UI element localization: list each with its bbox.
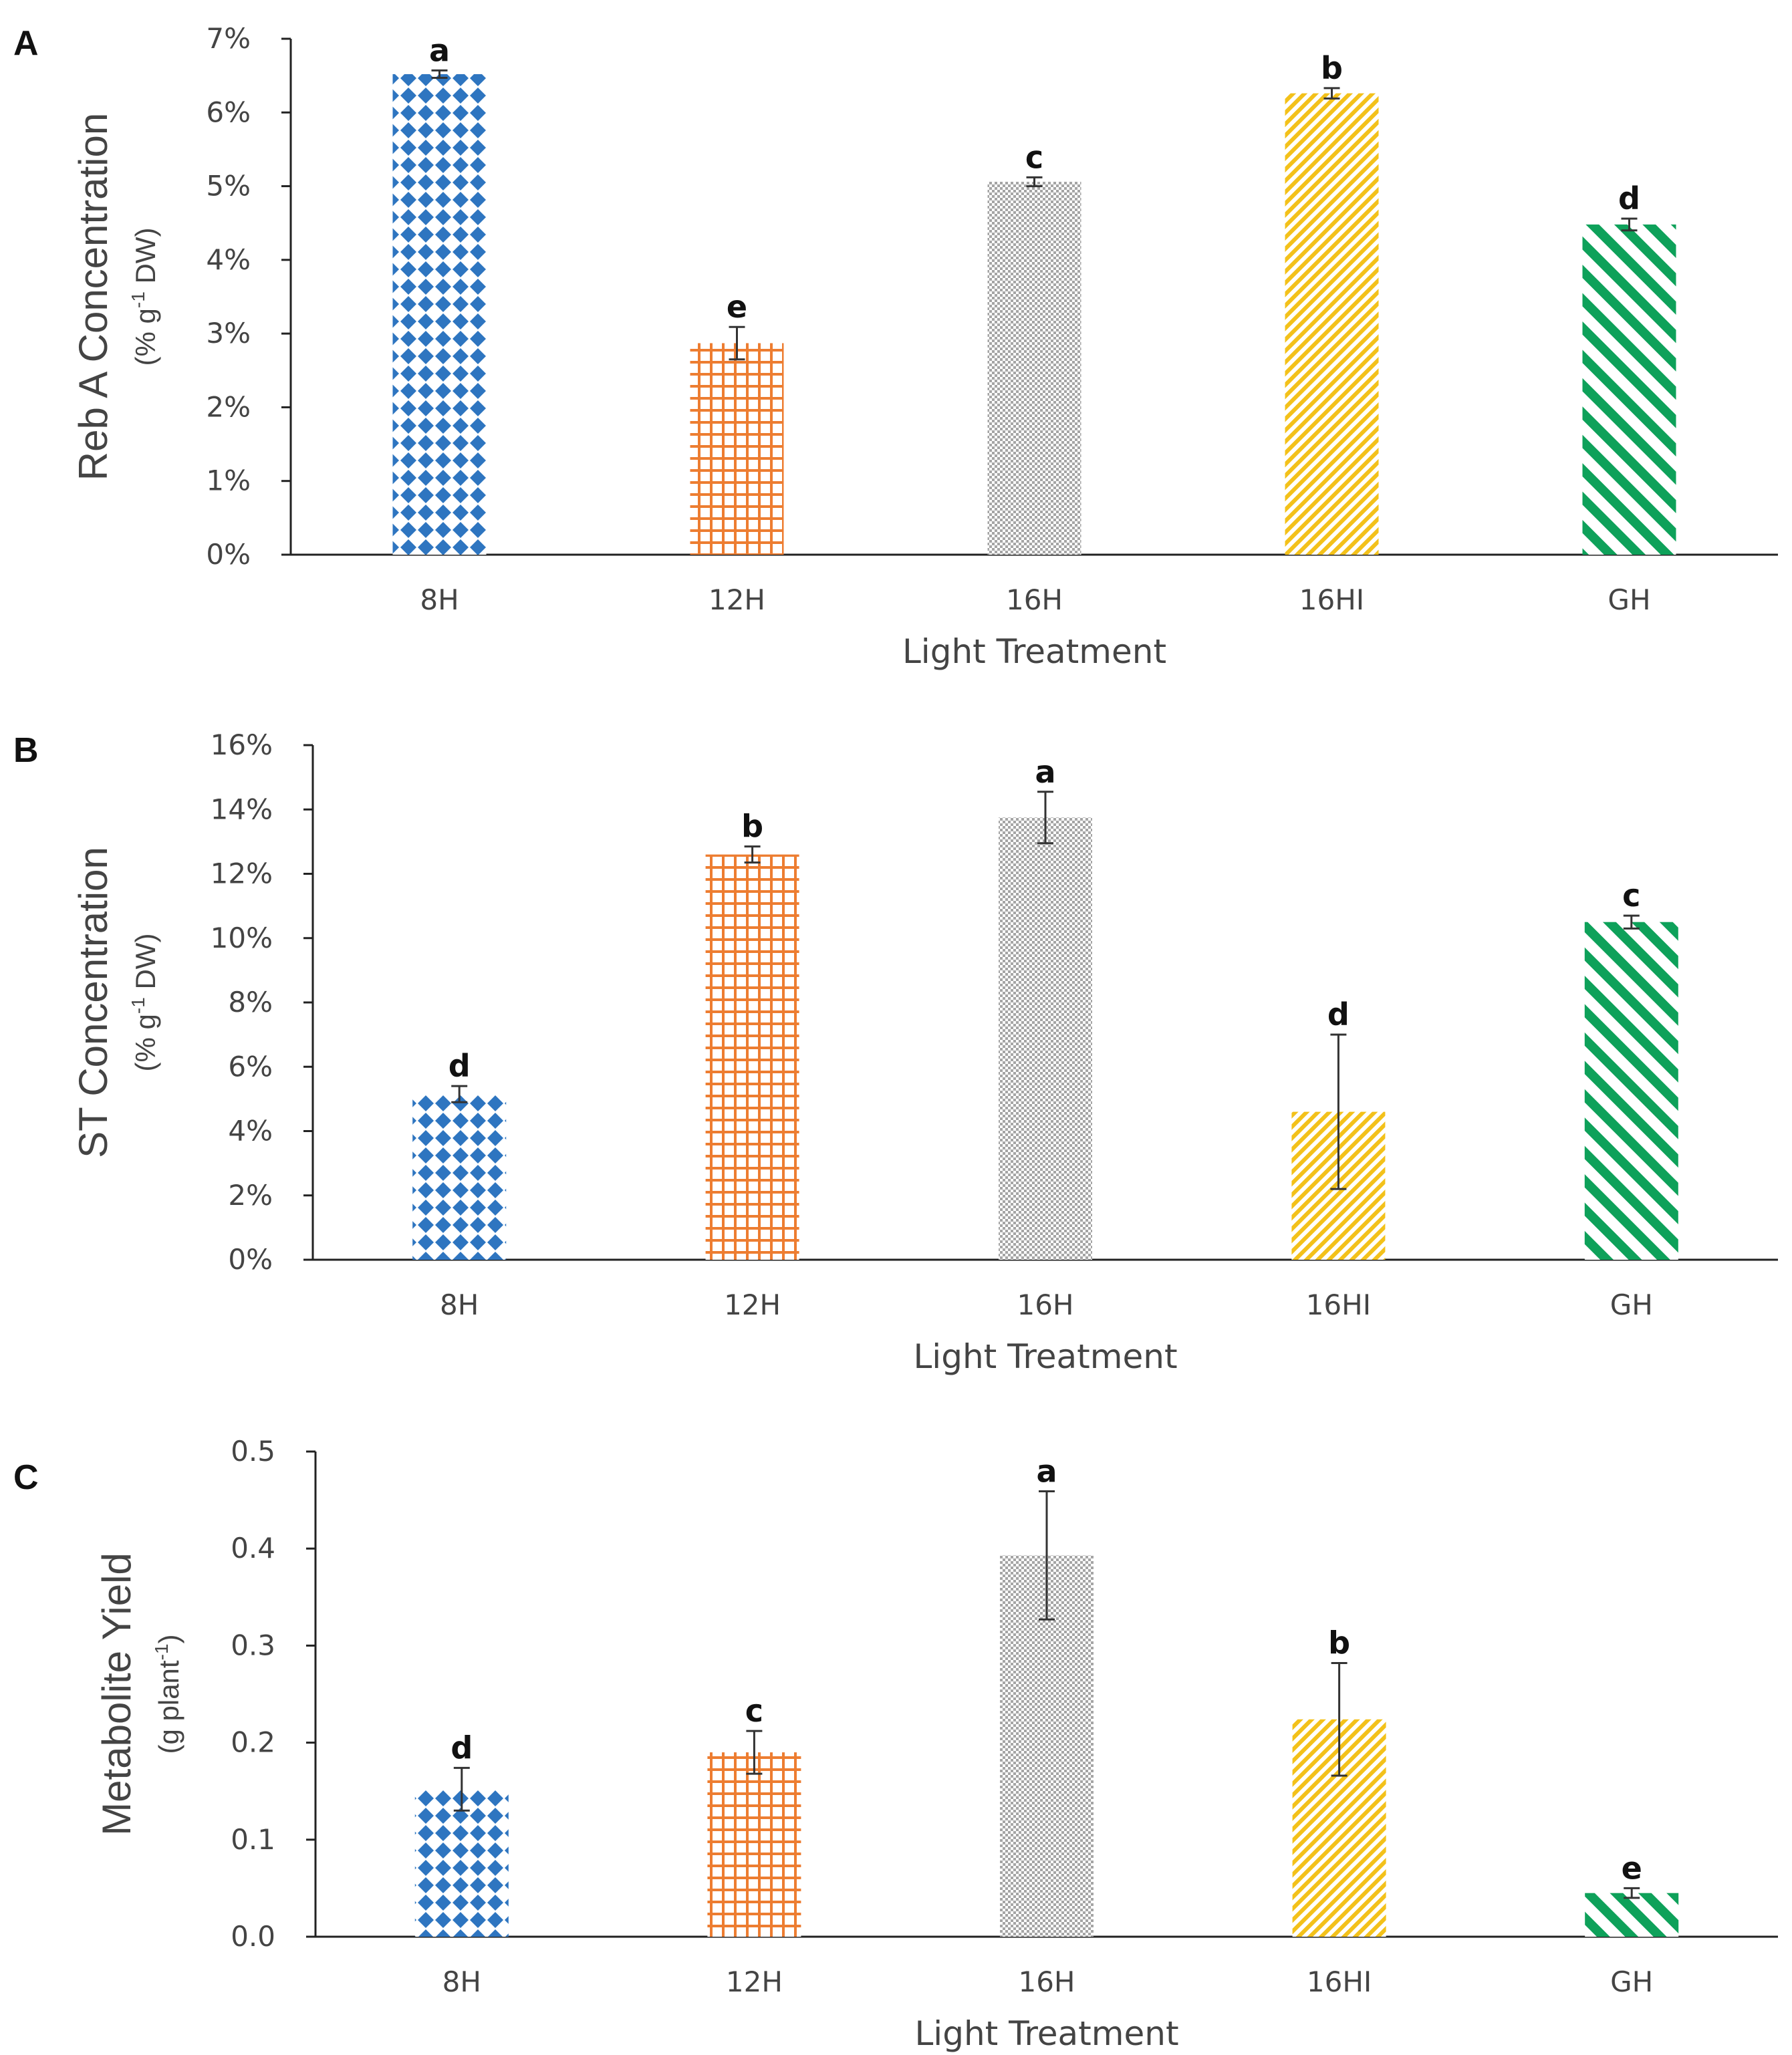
x-tick-label: 12H: [724, 1288, 781, 1321]
y-tick-label: 3%: [206, 317, 251, 350]
y-tick-label: 0.4: [231, 1532, 275, 1564]
bar-12h: [690, 343, 784, 555]
significance-letter: d: [1327, 996, 1350, 1033]
significance-letter: e: [727, 289, 747, 325]
panel-letter-c: C: [13, 1458, 39, 1497]
significance-letter: a: [1036, 1454, 1057, 1490]
bar-8h: [392, 74, 487, 555]
x-tick-label: 8H: [440, 1288, 479, 1321]
bar-12h: [707, 1752, 801, 1937]
x-tick-label: 16H: [1018, 1965, 1075, 1998]
significance-letter: e: [1622, 1850, 1642, 1886]
y-tick-label: 0.0: [231, 1920, 275, 1953]
y-tick-label: 10%: [211, 922, 273, 954]
significance-letter: c: [1025, 139, 1043, 175]
y-tick-label: 6%: [206, 96, 251, 128]
x-tick-label: 8H: [442, 1965, 481, 1998]
x-tick-label: 8H: [420, 583, 459, 616]
significance-letter: b: [1321, 50, 1343, 86]
significance-letter: c: [745, 1693, 763, 1729]
y-tick-label: 0%: [206, 538, 251, 571]
significance-letter: a: [1035, 754, 1055, 790]
bar-12h: [705, 854, 799, 1260]
significance-letter: a: [429, 32, 450, 68]
panel-letter-a: A: [13, 24, 39, 63]
significance-letter: c: [1622, 877, 1640, 914]
bar-gh: [1582, 224, 1676, 555]
bar-16h: [999, 817, 1092, 1260]
x-tick-label: 16H: [1017, 1288, 1073, 1321]
x-tick-label: 12H: [726, 1965, 783, 1998]
y-tick-label: 4%: [228, 1115, 273, 1147]
y-axis-unit: (% g-1 DW): [128, 228, 161, 366]
y-tick-label: 16%: [211, 728, 273, 761]
significance-letter: b: [741, 809, 763, 845]
y-tick-label: 14%: [211, 793, 273, 825]
bar-gh: [1584, 922, 1678, 1260]
y-axis-title: ST Concentration: [71, 847, 116, 1158]
y-tick-label: 0.5: [231, 1435, 275, 1468]
y-tick-label: 4%: [206, 243, 251, 276]
y-axis-unit: (g plant-1): [151, 1635, 184, 1754]
x-tick-label: GH: [1608, 583, 1650, 616]
y-tick-label: 7%: [206, 22, 251, 55]
significance-letter: d: [1618, 180, 1640, 217]
y-axis-unit: (% g-1 DW): [128, 934, 161, 1072]
significance-letter: d: [451, 1730, 473, 1766]
y-tick-label: 6%: [228, 1050, 273, 1083]
significance-letter: d: [449, 1048, 471, 1084]
bar-8h: [414, 1789, 509, 1937]
y-axis-title: Metabolite Yield: [94, 1552, 139, 1836]
bar-16h: [987, 181, 1081, 555]
y-tick-label: 5%: [206, 170, 251, 202]
x-tick-label: GH: [1610, 1965, 1653, 1998]
x-tick-label: 16HI: [1307, 1965, 1372, 1998]
y-tick-label: 2%: [228, 1179, 273, 1212]
x-tick-label: 12H: [709, 583, 765, 616]
bar-gh: [1585, 1893, 1679, 1937]
y-axis-title: Reb A Concentration: [71, 113, 116, 481]
y-tick-label: 12%: [211, 857, 273, 890]
chart-st-concentration: 0% 2% 4% 6% 8% 10% 12% 14% 16% d 8H b 12H a 16H d 16HI c G…: [71, 728, 1778, 1376]
chart-metabolite-yield: 0.0 0.1 0.2 0.3 0.4 0.5 d 8H c 12H a 16H b 16HI e GH Lig…: [94, 1435, 1778, 2053]
significance-letter: b: [1328, 1625, 1350, 1661]
y-tick-label: 0.1: [231, 1823, 275, 1856]
y-tick-label: 0.3: [231, 1629, 275, 1661]
y-tick-label: 0.2: [231, 1726, 275, 1759]
chart-reb-a-concentration: 0% 1% 2% 3% 4% 5% 6% 7% a 8H e 12H c 16H b 16HI d GH Light…: [71, 22, 1778, 671]
panel-letter-b: B: [13, 731, 39, 770]
y-tick-label: 1%: [206, 464, 251, 497]
x-tick-label: 16HI: [1306, 1288, 1371, 1321]
y-tick-label: 0%: [228, 1243, 273, 1276]
y-tick-label: 2%: [206, 390, 251, 423]
x-axis-title: Light Treatment: [902, 632, 1166, 671]
bar-8h: [412, 1094, 507, 1260]
x-tick-label: 16H: [1006, 583, 1063, 616]
bar-16hi: [1285, 93, 1379, 555]
x-axis-title: Light Treatment: [913, 1337, 1177, 1376]
x-tick-label: GH: [1610, 1288, 1653, 1321]
x-tick-label: 16HI: [1299, 583, 1364, 616]
y-tick-label: 8%: [228, 986, 273, 1018]
x-axis-title: Light Treatment: [914, 2014, 1178, 2053]
